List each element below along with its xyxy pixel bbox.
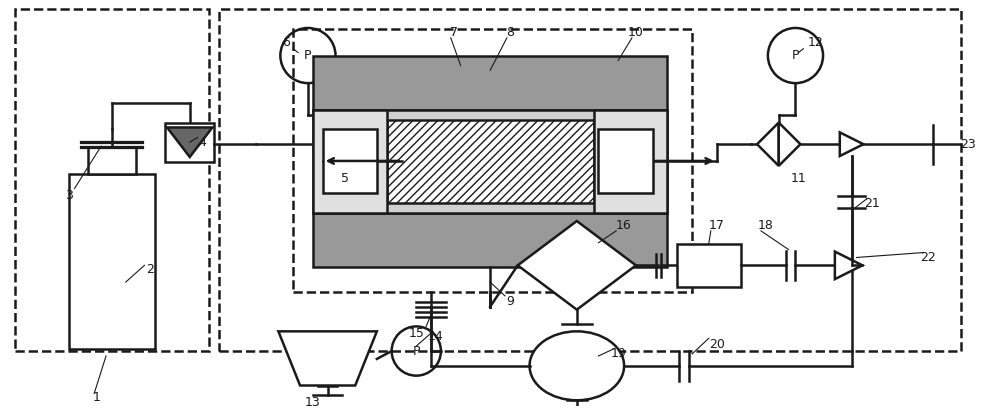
Polygon shape (278, 331, 377, 386)
Polygon shape (167, 127, 212, 157)
Bar (323, 129, 377, 194)
Text: 14: 14 (428, 330, 444, 343)
Bar (69, 174, 155, 349)
Bar (313, 110, 387, 213)
Text: 21: 21 (864, 197, 880, 210)
Text: 11: 11 (791, 172, 806, 185)
Text: 5: 5 (341, 172, 349, 185)
Text: 18: 18 (758, 219, 774, 233)
Text: P: P (792, 49, 799, 62)
Text: 20: 20 (709, 338, 725, 351)
Text: 23: 23 (960, 138, 976, 151)
Bar (313, 55, 667, 110)
Text: 19: 19 (610, 347, 626, 360)
Bar (677, 244, 741, 287)
Bar (313, 213, 667, 267)
Polygon shape (779, 122, 800, 166)
Text: 6: 6 (282, 36, 290, 49)
Ellipse shape (530, 331, 624, 400)
Bar (598, 129, 653, 194)
Bar (219, 9, 961, 351)
Text: P: P (413, 344, 420, 358)
Text: 4: 4 (199, 136, 206, 149)
Text: 3: 3 (65, 189, 73, 202)
Text: 10: 10 (628, 26, 644, 39)
Polygon shape (340, 122, 362, 166)
Polygon shape (757, 122, 779, 166)
Bar (594, 110, 667, 213)
Text: P: P (304, 49, 312, 62)
Text: 2: 2 (146, 263, 154, 276)
Text: 8: 8 (506, 26, 514, 39)
Text: 17: 17 (709, 219, 725, 233)
Text: 16: 16 (615, 219, 631, 233)
Bar (387, 120, 594, 203)
Polygon shape (518, 221, 636, 309)
Bar (293, 29, 692, 292)
Text: 22: 22 (921, 251, 936, 264)
Bar (15, 9, 209, 351)
Text: 7: 7 (450, 26, 458, 39)
Bar (88, 147, 136, 174)
Bar (165, 122, 214, 162)
Text: 1: 1 (92, 391, 100, 404)
Text: 9: 9 (506, 295, 514, 308)
Text: 15: 15 (408, 327, 424, 340)
Text: 13: 13 (305, 396, 321, 409)
Text: 12: 12 (807, 36, 823, 49)
Polygon shape (319, 122, 340, 166)
Polygon shape (835, 252, 862, 279)
Polygon shape (840, 132, 863, 156)
Bar (313, 110, 667, 213)
